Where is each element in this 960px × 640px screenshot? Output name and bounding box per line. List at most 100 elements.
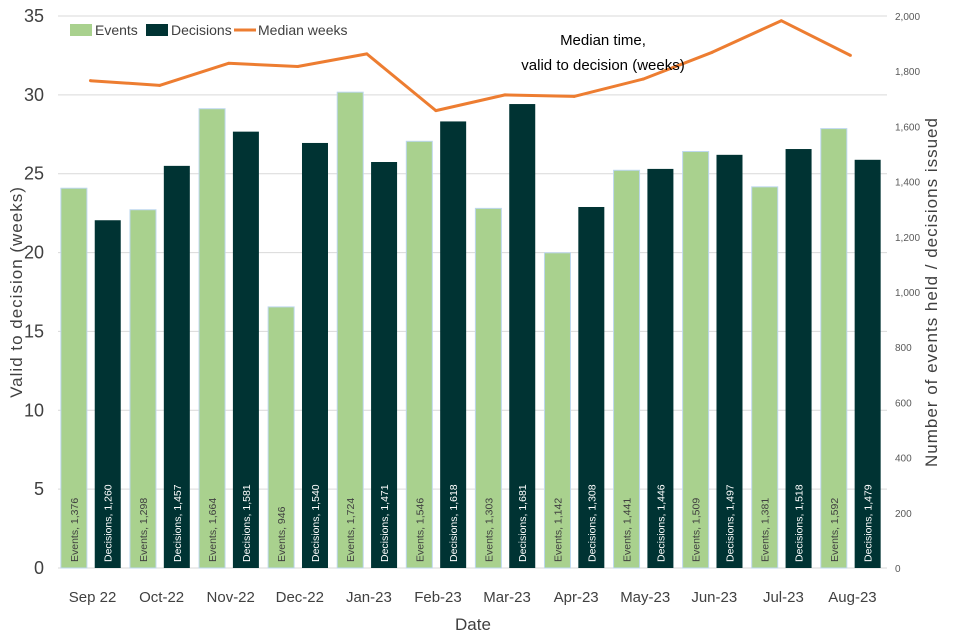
bar-decisions — [232, 131, 259, 569]
y-tick-label: 5 — [34, 479, 44, 499]
median-point — [434, 109, 438, 113]
bar-events — [751, 186, 779, 569]
legend-label-median: Median weeks — [258, 22, 348, 38]
bar-label-decisions: Decisions, 1,479 — [863, 484, 875, 562]
median-point — [88, 79, 92, 83]
median-point — [572, 94, 576, 98]
y2-tick-label: 400 — [895, 454, 912, 465]
bar-label-events: Events, 1,298 — [138, 498, 150, 562]
bar-label-events: Events, 1,546 — [414, 498, 426, 562]
x-tick-label: Aug-23 — [828, 589, 876, 606]
x-tick-label: Oct-22 — [139, 589, 184, 606]
bar-decisions — [371, 162, 398, 568]
bar-label-decisions: Decisions, 1,457 — [172, 484, 184, 562]
y2-tick-label: 1,800 — [895, 67, 920, 78]
bar-decisions — [94, 220, 121, 569]
median-weeks-line — [90, 19, 852, 113]
bar-decisions — [509, 104, 536, 568]
y-tick-label: 15 — [24, 321, 44, 341]
x-tick-label: May-23 — [620, 589, 670, 606]
median-point — [710, 50, 714, 54]
y2-axis-title: Number of events held / decisions issued — [922, 117, 941, 467]
bar-events — [474, 207, 502, 569]
bar-decisions — [578, 206, 605, 568]
axes: 0 5 10 15 20 25 30 35 0 200 400 600 800 1,000 1,200 1,4… — [24, 6, 920, 606]
median-line — [88, 19, 852, 113]
bar-label-events: Events, 1,381 — [760, 498, 772, 562]
y2-tick-label: 1,200 — [895, 233, 920, 244]
median-point — [227, 61, 231, 65]
y2-tick-label: 2,000 — [895, 12, 920, 23]
bar-events — [129, 209, 157, 569]
bar-label-events: Events, 1,441 — [622, 498, 634, 562]
bar-label-events: Events, 1,664 — [207, 498, 219, 562]
annotation-line-2: valid to decision (weeks) — [521, 57, 684, 74]
x-tick-label: Feb-23 — [414, 589, 462, 606]
y2-tick-label: 0 — [895, 564, 901, 575]
bar-events — [267, 306, 295, 569]
bar-label-decisions: Decisions, 1,308 — [586, 484, 598, 562]
x-tick-label: Jun-23 — [691, 589, 737, 606]
gridlines — [58, 15, 887, 569]
y2-tick-label: 800 — [895, 343, 912, 354]
bar-label-decisions: Decisions, 1,497 — [724, 484, 736, 562]
median-point — [779, 19, 783, 23]
legend-label-decisions: Decisions — [171, 22, 232, 38]
median-point — [296, 64, 300, 68]
bar-label-decisions: Decisions, 1,540 — [310, 484, 322, 562]
bar-label-events: Events, 946 — [276, 506, 288, 562]
bar-label-events: Events, 1,592 — [829, 498, 841, 562]
legend-swatch-events — [70, 24, 92, 36]
bar-label-decisions: Decisions, 1,471 — [379, 484, 391, 562]
x-tick-label: Jan-23 — [346, 589, 392, 606]
bar-label-events: Events, 1,142 — [552, 498, 564, 562]
bar-decisions — [716, 154, 743, 568]
bar-events — [682, 151, 710, 569]
bar-events — [613, 169, 641, 569]
y2-tick-label: 200 — [895, 509, 912, 520]
bar-events — [820, 128, 848, 569]
bars: Events, 1,376 Decisions, 1,260 Events, 1,2… — [60, 91, 881, 569]
bar-label-decisions: Decisions, 1,446 — [655, 484, 667, 562]
median-point — [158, 83, 162, 87]
bar-label-decisions: Decisions, 1,581 — [241, 484, 253, 562]
median-point — [848, 53, 852, 57]
bar-events — [543, 252, 571, 569]
y-tick-label: 10 — [24, 400, 44, 420]
bar-decisions — [301, 142, 328, 568]
y-tick-label: 35 — [24, 6, 44, 26]
x-tick-label: Mar-23 — [483, 589, 531, 606]
y-axis-title: Valid to decision (weeks) — [7, 186, 26, 398]
y-tick-label: 20 — [24, 243, 44, 263]
bar-decisions — [854, 159, 881, 568]
median-point — [365, 52, 369, 56]
bar-events — [60, 187, 88, 569]
legend-label-events: Events — [95, 22, 138, 38]
y-tick-label: 0 — [34, 558, 44, 578]
y-tick-label: 30 — [24, 85, 44, 105]
bar-events — [198, 108, 226, 569]
bar-events — [336, 91, 364, 569]
bar-label-decisions: Decisions, 1,518 — [794, 484, 806, 562]
bar-events — [405, 140, 433, 569]
bar-label-decisions: Decisions, 1,618 — [448, 484, 460, 562]
annotation: Median time, valid to decision (weeks) — [521, 32, 684, 74]
bar-label-decisions: Decisions, 1,681 — [517, 484, 529, 562]
y2-tick-label: 1,400 — [895, 178, 920, 189]
x-tick-label: Sep 22 — [69, 589, 117, 606]
annotation-line-1: Median time, — [560, 32, 646, 49]
bar-decisions — [163, 165, 190, 569]
x-tick-label: Jul-23 — [763, 589, 804, 606]
x-tick-label: Nov-22 — [207, 589, 255, 606]
bar-label-events: Events, 1,376 — [69, 498, 81, 562]
median-point — [503, 93, 507, 97]
y2-tick-label: 1,600 — [895, 122, 920, 133]
y2-tick-label: 600 — [895, 398, 912, 409]
bar-decisions — [440, 121, 467, 568]
bar-label-events: Events, 1,509 — [691, 498, 703, 562]
bar-decisions — [647, 168, 674, 569]
y2-tick-label: 1,000 — [895, 288, 920, 299]
y-tick-label: 25 — [24, 164, 44, 184]
x-axis-title: Date — [455, 615, 491, 634]
